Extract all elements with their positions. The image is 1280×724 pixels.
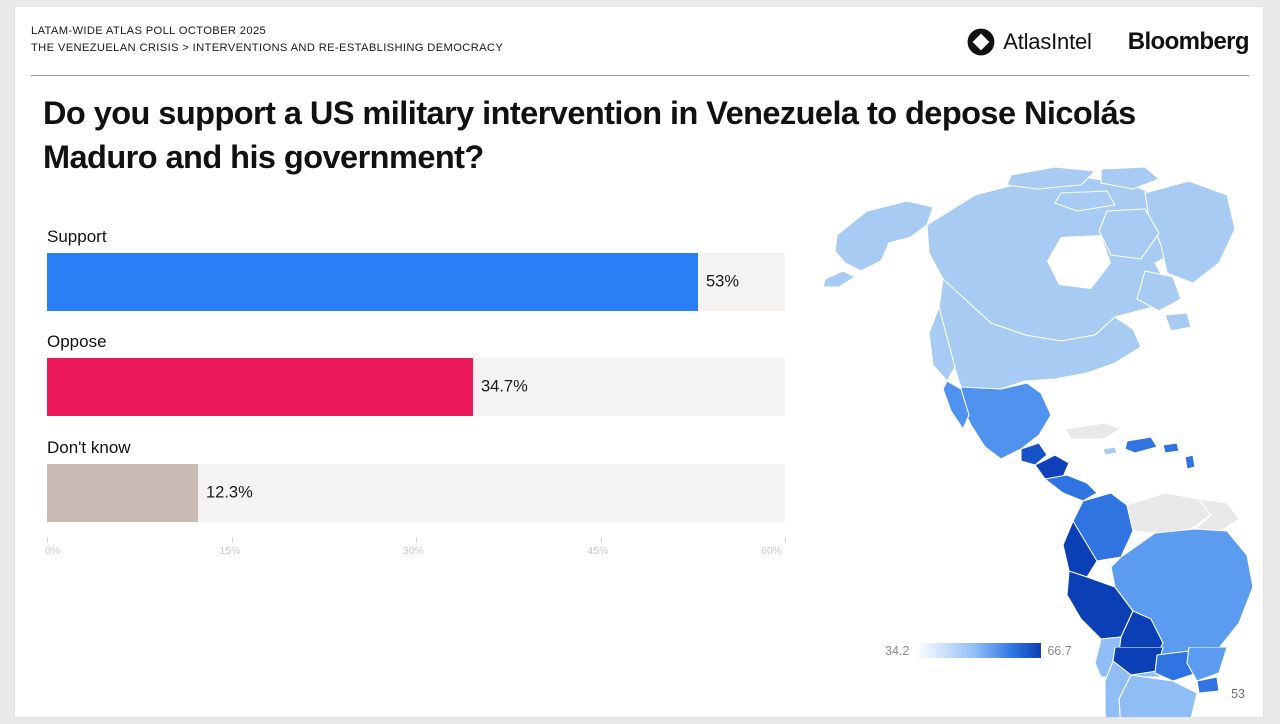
- atlasintel-wordmark: AtlasIntel: [1003, 29, 1092, 54]
- header-divider: [31, 75, 1249, 76]
- axis-tick-mark: [785, 537, 786, 543]
- bar-fill: [47, 464, 198, 522]
- region-jamaica: [1102, 446, 1118, 456]
- region-lesser-antilles: [1184, 454, 1196, 470]
- region-honduras: [1034, 454, 1070, 480]
- kicker-line-breadcrumb: THE VENEZUELAN CRISIS > INTERVENTIONS AN…: [31, 42, 504, 54]
- bar-label: Oppose: [47, 332, 107, 351]
- region-newfoundland: [1164, 312, 1192, 332]
- region-argentina-south: [1118, 674, 1198, 717]
- region-hispaniola: [1124, 436, 1158, 454]
- region-arctic-islands-2: [1100, 167, 1160, 190]
- bar-row-support: Support 53%: [47, 226, 785, 311]
- region-aleutians: [822, 270, 856, 288]
- bar-value: 53%: [706, 272, 740, 291]
- bar-track: 53%: [47, 253, 785, 311]
- legend-max-label: 66.7: [1047, 643, 1072, 658]
- region-baja: [942, 380, 970, 430]
- legend-gradient-bar: [915, 643, 1042, 658]
- region-bolivia-south: [1112, 647, 1164, 676]
- region-mexico: [960, 382, 1052, 460]
- bar-fill: [47, 253, 698, 311]
- axis-tick-mark: [47, 537, 48, 543]
- page-number: 53: [1231, 687, 1245, 701]
- bar-label: Don't know: [47, 438, 131, 457]
- region-chile-south: [1104, 660, 1132, 717]
- bar-value: 34.7%: [481, 377, 528, 396]
- bar-track: 34.7%: [47, 358, 785, 416]
- legend-min-label: 34.2: [885, 643, 910, 658]
- bar-value: 12.3%: [206, 483, 253, 502]
- axis-tick-label: 0%: [45, 545, 61, 557]
- bar-chart: Support 53% Oppose 34.7% Don't know 12.3…: [15, 212, 815, 562]
- axis-tick-label: 45%: [587, 545, 609, 557]
- brand-logos: AtlasIntel Bloomberg: [967, 28, 1250, 56]
- region-cuba: [1064, 422, 1122, 440]
- slide-header: LATAM-WIDE ATLAS POLL OCTOBER 2025 THE V…: [31, 23, 1250, 75]
- bloomberg-wordmark: Bloomberg: [1127, 28, 1250, 55]
- map-legend: 34.2 66.7: [885, 643, 1072, 658]
- page-title: Do you support a US military interventio…: [43, 95, 1136, 175]
- header-kicker: LATAM-WIDE ATLAS POLL OCTOBER 2025 THE V…: [31, 23, 503, 57]
- bar-row-dont-know: Don't know 12.3%: [47, 437, 785, 522]
- region-arctic-islands-3: [1054, 190, 1116, 212]
- axis-tick-mark: [416, 537, 417, 543]
- bar-fill: [47, 358, 473, 416]
- region-uruguay: [1196, 676, 1220, 694]
- bar-label: Support: [47, 227, 107, 246]
- axis-tick-mark: [231, 537, 233, 543]
- region-arctic-islands-1: [1006, 167, 1096, 190]
- bar-track: 12.3%: [47, 464, 785, 522]
- region-labrador: [1136, 270, 1182, 312]
- region-panama: [1044, 474, 1098, 502]
- southern-cone-svg: [1104, 647, 1228, 717]
- atlas-diamond-icon: [967, 28, 995, 56]
- region-brazil-south: [1186, 647, 1228, 682]
- kicker-line-poll: LATAM-WIDE ATLAS POLL OCTOBER 2025: [31, 25, 267, 37]
- region-baffin: [1098, 208, 1160, 260]
- region-venezuela: [1126, 492, 1212, 534]
- region-puerto-rico: [1162, 442, 1180, 454]
- bar-row-oppose: Oppose 34.7%: [47, 331, 785, 416]
- americas-map-svg: [822, 167, 1254, 677]
- axis-tick-mark: [600, 537, 602, 543]
- axis-tick-label: 15%: [219, 545, 241, 557]
- region-hudson-bay: [1047, 235, 1111, 289]
- chart-x-axis: 0% 15% 30% 45% 60%: [45, 537, 786, 563]
- region-guatemala: [1020, 442, 1048, 466]
- slide-canvas: LATAM-WIDE ATLAS POLL OCTOBER 2025 THE V…: [14, 6, 1264, 718]
- axis-tick-label: 30%: [403, 545, 425, 557]
- region-alaska: [834, 200, 934, 272]
- axis-tick-label: 60%: [761, 545, 783, 557]
- atlasintel-logo: AtlasIntel: [967, 28, 1092, 56]
- choropleth-map: 34.2 66.7: [815, 167, 1255, 717]
- region-paraguay-south: [1154, 650, 1198, 682]
